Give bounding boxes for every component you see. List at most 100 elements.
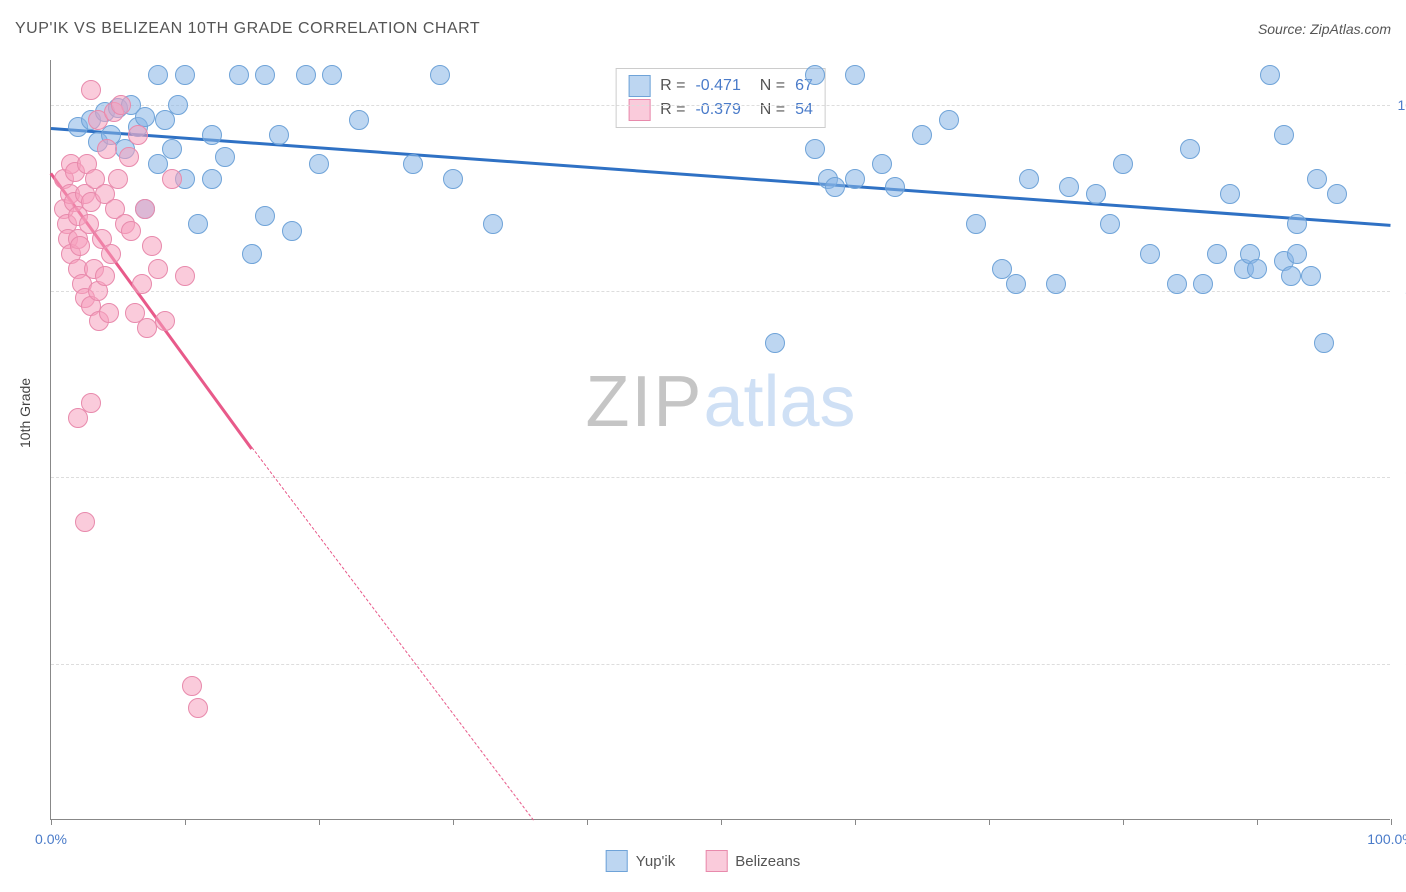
x-tick: [185, 819, 186, 825]
data-point: [966, 214, 986, 234]
data-point: [108, 169, 128, 189]
stats-row: R = -0.471 N = 67: [628, 75, 813, 97]
data-point: [202, 125, 222, 145]
data-point: [349, 110, 369, 130]
data-point: [132, 274, 152, 294]
data-point: [229, 65, 249, 85]
data-point: [70, 236, 90, 256]
data-point: [162, 169, 182, 189]
legend-label: Belizeans: [735, 853, 800, 870]
data-point: [483, 214, 503, 234]
data-point: [99, 303, 119, 323]
stat-r-label: R =: [660, 101, 685, 119]
x-tick: [1123, 819, 1124, 825]
data-point: [1006, 274, 1026, 294]
stat-r-value: -0.471: [695, 77, 740, 95]
legend-item: Yup'ik: [606, 850, 676, 872]
watermark: ZIPatlas: [585, 361, 855, 443]
data-point: [765, 333, 785, 353]
data-point: [135, 199, 155, 219]
data-point: [155, 311, 175, 331]
data-point: [309, 154, 329, 174]
x-tick: [989, 819, 990, 825]
legend-swatch: [606, 850, 628, 872]
data-point: [242, 244, 262, 264]
data-point: [215, 147, 235, 167]
data-point: [1113, 154, 1133, 174]
title-bar: YUP'IK VS BELIZEAN 10TH GRADE CORRELATIO…: [15, 20, 1391, 38]
data-point: [81, 80, 101, 100]
x-tick-label: 0.0%: [35, 831, 67, 847]
watermark-atlas: atlas: [703, 362, 855, 442]
data-point: [168, 95, 188, 115]
data-point: [443, 169, 463, 189]
data-point: [1046, 274, 1066, 294]
gridline: [51, 664, 1390, 665]
data-point: [1207, 244, 1227, 264]
stat-r-label: R =: [660, 77, 685, 95]
data-point: [182, 676, 202, 696]
data-point: [128, 125, 148, 145]
stat-n-label: N =: [751, 77, 785, 95]
data-point: [188, 698, 208, 718]
stat-n-label: N =: [751, 101, 785, 119]
data-point: [1140, 244, 1160, 264]
data-point: [1100, 214, 1120, 234]
data-point: [255, 65, 275, 85]
data-point: [148, 65, 168, 85]
data-point: [202, 169, 222, 189]
data-point: [1167, 274, 1187, 294]
data-point: [322, 65, 342, 85]
data-point: [142, 236, 162, 256]
x-tick: [587, 819, 588, 825]
regression-line: [252, 448, 534, 821]
y-tick-label: 100.0%: [1398, 97, 1406, 113]
data-point: [1287, 244, 1307, 264]
chart-source: Source: ZipAtlas.com: [1258, 21, 1391, 37]
data-point: [1247, 259, 1267, 279]
gridline: [51, 291, 1390, 292]
data-point: [845, 65, 865, 85]
data-point: [111, 95, 131, 115]
data-point: [1260, 65, 1280, 85]
x-tick: [855, 819, 856, 825]
data-point: [68, 408, 88, 428]
plot-area: ZIPatlas R = -0.471 N = 67R = -0.379 N =…: [50, 60, 1390, 820]
data-point: [430, 65, 450, 85]
data-point: [912, 125, 932, 145]
data-point: [75, 512, 95, 532]
data-point: [1301, 266, 1321, 286]
watermark-zip: ZIP: [585, 362, 703, 442]
legend-label: Yup'ik: [636, 853, 676, 870]
data-point: [119, 147, 139, 167]
data-point: [95, 266, 115, 286]
data-point: [175, 266, 195, 286]
data-point: [805, 139, 825, 159]
chart-title: YUP'IK VS BELIZEAN 10TH GRADE CORRELATIO…: [15, 20, 480, 38]
data-point: [1327, 184, 1347, 204]
data-point: [1307, 169, 1327, 189]
stats-row: R = -0.379 N = 54: [628, 99, 813, 121]
y-axis-label: 10th Grade: [17, 378, 33, 448]
stat-n-value: 54: [795, 101, 813, 119]
data-point: [845, 169, 865, 189]
data-point: [1220, 184, 1240, 204]
x-tick: [721, 819, 722, 825]
data-point: [282, 221, 302, 241]
data-point: [1180, 139, 1200, 159]
data-point: [1059, 177, 1079, 197]
data-point: [148, 259, 168, 279]
legend-swatch: [628, 99, 650, 121]
data-point: [1287, 214, 1307, 234]
x-tick: [319, 819, 320, 825]
data-point: [1019, 169, 1039, 189]
data-point: [1086, 184, 1106, 204]
data-point: [872, 154, 892, 174]
data-point: [97, 139, 117, 159]
legend-swatch: [628, 75, 650, 97]
data-point: [269, 125, 289, 145]
gridline: [51, 105, 1390, 106]
legend-swatch: [705, 850, 727, 872]
data-point: [939, 110, 959, 130]
data-point: [255, 206, 275, 226]
